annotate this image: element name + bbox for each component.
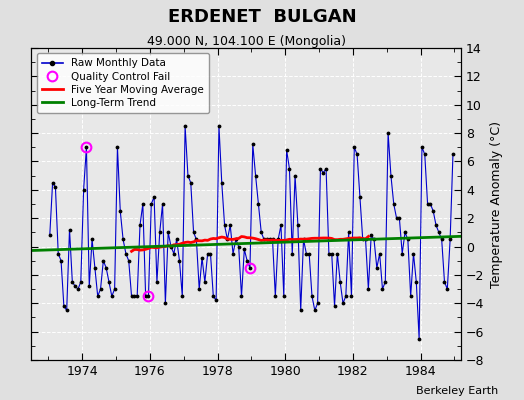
Legend: Raw Monthly Data, Quality Control Fail, Five Year Moving Average, Long-Term Tren: Raw Monthly Data, Quality Control Fail, …: [37, 53, 209, 113]
Y-axis label: Temperature Anomaly (°C): Temperature Anomaly (°C): [490, 120, 503, 288]
Title: 49.000 N, 104.100 E (Mongolia): 49.000 N, 104.100 E (Mongolia): [147, 35, 346, 48]
Text: ERDENET  BULGAN: ERDENET BULGAN: [168, 8, 356, 26]
Text: Berkeley Earth: Berkeley Earth: [416, 386, 498, 396]
